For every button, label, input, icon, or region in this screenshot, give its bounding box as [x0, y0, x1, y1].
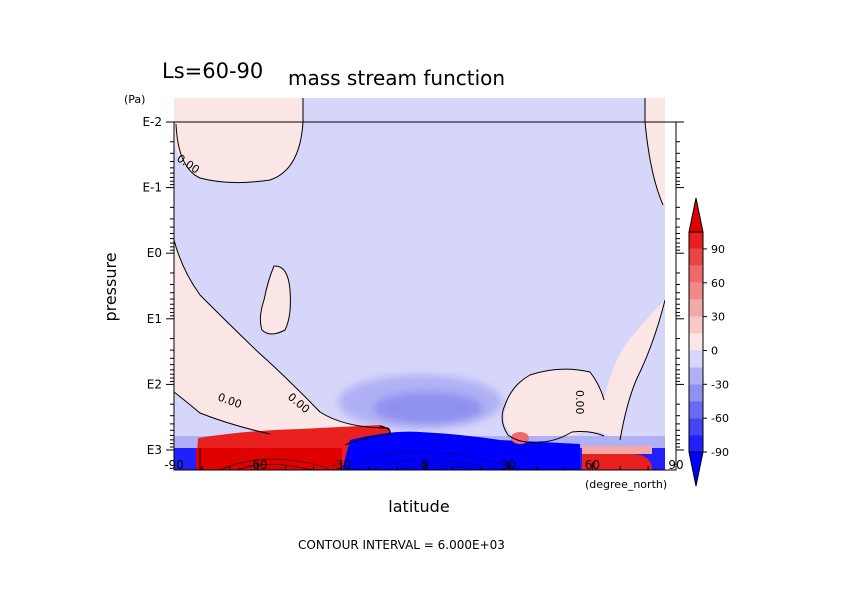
colorbar-swatch [689, 282, 703, 300]
chart-title: mass stream function [288, 66, 505, 90]
x-tick-label: 0 [421, 458, 429, 472]
colorbar-swatch [689, 265, 703, 283]
positive-cell-right [582, 451, 652, 470]
negative-lobe [338, 375, 502, 429]
y-tick-label: E-2 [142, 115, 162, 129]
x-tick-label: -30 [332, 458, 352, 472]
x-axis-label: latitude [388, 497, 449, 516]
contour-label: 0.00 [573, 390, 586, 415]
y-axis: E-2 E-1 E0 E1 E2 E3 [142, 115, 684, 457]
y-tick-label: E3 [147, 443, 162, 457]
x-axis: -90 -60 -30 0 30 60 90 [164, 458, 683, 472]
colorbar-swatch [689, 435, 703, 452]
zero-contours [174, 98, 665, 470]
colorbar-swatch [689, 384, 703, 402]
colorbar-tick-label: -60 [711, 412, 729, 425]
colorbar-swatch [689, 232, 703, 249]
positive-region-left-lower [174, 240, 388, 436]
colorbar: 90 60 30 0 -30 -60 -90 [688, 197, 729, 487]
colorbar-arrow-top [688, 197, 704, 233]
y-tick-label: E1 [147, 312, 162, 326]
colorbar-swatch [689, 248, 703, 266]
colorbar-tick-label: 60 [711, 277, 725, 290]
colorbar-tick-label: 0 [711, 344, 718, 357]
colorbar-swatch [689, 316, 703, 334]
colorbar-swatch [689, 350, 703, 368]
y-tick-label: E0 [147, 246, 162, 260]
x-tick-label: -60 [248, 458, 268, 472]
negative-contours [351, 451, 521, 470]
x-tick-label: -90 [164, 458, 184, 472]
colorbar-swatch [689, 299, 703, 317]
positive-cell-right-top [582, 446, 652, 454]
y-tick-label: E2 [147, 377, 162, 391]
y-tick-label: E-1 [142, 181, 162, 195]
y-axis-unit: (Pa) [124, 93, 145, 106]
positive-region-right [645, 98, 665, 205]
colorbar-swatch [689, 418, 703, 436]
x-tick-label: 90 [668, 458, 683, 472]
colorbar-swatch [689, 367, 703, 385]
stream-function-field [174, 98, 665, 470]
x-axis-unit: (degree_north) [585, 478, 667, 491]
positive-contours [219, 458, 331, 470]
positive-spot [511, 432, 529, 444]
colorbar-arrow-bottom [688, 451, 704, 487]
positive-region-blob [260, 265, 291, 334]
colorbar-swatch [689, 333, 703, 351]
x-tick-label: 60 [585, 458, 600, 472]
colorbar-tick-label: 90 [711, 243, 725, 256]
x-tick-label: 30 [501, 458, 516, 472]
positive-region-left-top [174, 98, 303, 183]
y-axis-label: pressure [101, 252, 120, 321]
chart-title-prefix: Ls=60-90 [162, 59, 263, 83]
colorbar-tick-label: -90 [711, 446, 729, 459]
colorbar-swatch [689, 401, 703, 419]
contour-interval-note: CONTOUR INTERVAL = 6.000E+03 [298, 538, 505, 552]
colorbar-tick-label: -30 [711, 378, 729, 391]
colorbar-tick-label: 30 [711, 311, 725, 324]
